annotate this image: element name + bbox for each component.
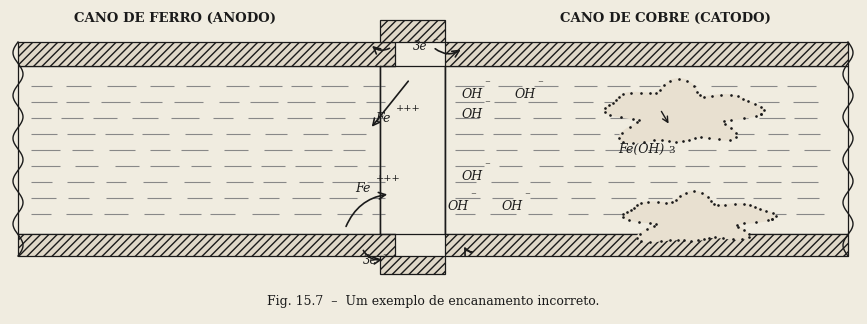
Text: Fig. 15.7  –  Um exemplo de encanamento incorreto.: Fig. 15.7 – Um exemplo de encanamento in… [267,295,599,308]
Bar [380,66,445,234]
Text: OH: OH [502,200,523,213]
Bar [445,66,848,234]
Bar [445,234,848,256]
Text: +++: +++ [396,104,420,113]
Text: ⁻: ⁻ [537,79,543,89]
Text: CANO DE COBRE (CATODO): CANO DE COBRE (CATODO) [559,11,771,25]
Text: 3: 3 [668,146,675,155]
Text: ⁻: ⁻ [382,252,388,262]
Text: Fe: Fe [375,112,390,125]
Bar [380,256,445,274]
Bar [380,20,445,42]
Text: ⁻: ⁻ [470,191,476,201]
Text: 3e: 3e [363,254,377,268]
Text: ⁻: ⁻ [484,79,490,89]
Polygon shape [623,191,776,242]
Text: OH: OH [515,87,536,100]
Polygon shape [604,79,765,143]
Bar [18,42,395,66]
Text: CANO DE FERRO (ANODO): CANO DE FERRO (ANODO) [74,11,276,25]
Text: OH: OH [462,87,483,100]
Text: OH: OH [462,108,483,121]
Text: Fe(OH): Fe(OH) [618,143,664,156]
Text: ⁻: ⁻ [524,191,530,201]
Text: Fe: Fe [355,182,370,195]
Text: 3e: 3e [413,40,427,52]
Text: ⁻: ⁻ [432,37,438,47]
Text: +++: +++ [376,174,401,183]
Text: ⁻: ⁻ [484,161,490,171]
Text: OH: OH [448,200,469,213]
Bar [380,66,395,234]
Text: OH: OH [462,169,483,182]
Text: ⁻: ⁻ [484,99,490,109]
Bar [18,234,395,256]
Bar [445,42,848,66]
Bar [18,66,395,234]
